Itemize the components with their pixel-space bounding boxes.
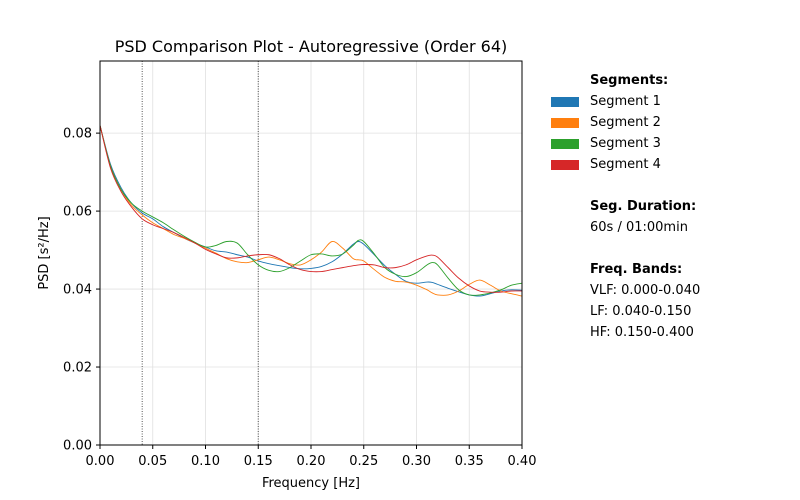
legend-panel: Segments: Segment 1 Segment 2 Segment 3 … bbox=[550, 70, 790, 343]
y-axis-ticks: 0.00 0.02 0.04 0.06 0.08 bbox=[63, 127, 100, 454]
legend-swatch bbox=[551, 97, 579, 107]
series-lines bbox=[99, 125, 523, 297]
duration-header: Seg. Duration: bbox=[590, 199, 697, 214]
band-lf: LF: 0.040-0.150 bbox=[590, 304, 692, 319]
x-axis-label: Frequency [Hz] bbox=[262, 476, 360, 491]
legend-swatch bbox=[551, 160, 579, 170]
y-axis-label: PSD [s²/Hz] bbox=[37, 216, 52, 289]
grid bbox=[99, 61, 523, 446]
legend-label: Segment 2 bbox=[590, 115, 661, 130]
legend-label: Segment 3 bbox=[590, 136, 661, 151]
x-tick-label: 0.10 bbox=[191, 454, 220, 469]
y-tick-label: 0.04 bbox=[63, 283, 92, 298]
bands-header: Freq. Bands: bbox=[590, 262, 683, 277]
x-tick-label: 0.40 bbox=[508, 454, 537, 469]
y-tick-label: 0.06 bbox=[63, 205, 92, 220]
x-tick-label: 0.15 bbox=[244, 454, 273, 469]
legend-swatch bbox=[551, 118, 579, 128]
x-tick-label: 0.30 bbox=[402, 454, 431, 469]
legend-item-segment-3: Segment 3 bbox=[550, 133, 790, 154]
band-hf: HF: 0.150-0.400 bbox=[590, 325, 694, 340]
legend-swatch bbox=[551, 139, 579, 149]
x-axis-ticks: 0.00 0.05 0.10 0.15 0.20 0.25 0.30 0.35 0.40 bbox=[86, 445, 537, 469]
x-tick-label: 0.05 bbox=[138, 454, 167, 469]
legend-item-segment-4: Segment 4 bbox=[550, 154, 790, 175]
x-tick-label: 0.35 bbox=[455, 454, 484, 469]
band-vlf: VLF: 0.000-0.040 bbox=[590, 283, 701, 298]
x-tick-label: 0.25 bbox=[349, 454, 378, 469]
legend-label: Segment 4 bbox=[590, 157, 661, 172]
x-tick-label: 0.20 bbox=[297, 454, 326, 469]
y-tick-label: 0.00 bbox=[63, 439, 92, 454]
band-lines bbox=[141, 61, 259, 445]
y-tick-label: 0.08 bbox=[63, 127, 92, 142]
series-line-segment-3 bbox=[99, 125, 523, 296]
legend-item-segment-1: Segment 1 bbox=[550, 91, 790, 112]
y-tick-label: 0.02 bbox=[63, 361, 92, 376]
series-line-segment-4 bbox=[99, 125, 523, 293]
legend-item-segment-2: Segment 2 bbox=[550, 112, 790, 133]
x-tick-label: 0.00 bbox=[86, 454, 115, 469]
chart-title: PSD Comparison Plot - Autoregressive (Or… bbox=[115, 37, 508, 56]
segments-header: Segments: bbox=[590, 73, 669, 88]
duration-value: 60s / 01:00min bbox=[590, 220, 688, 235]
series-line-segment-2 bbox=[99, 125, 523, 297]
legend-label: Segment 1 bbox=[590, 94, 661, 109]
